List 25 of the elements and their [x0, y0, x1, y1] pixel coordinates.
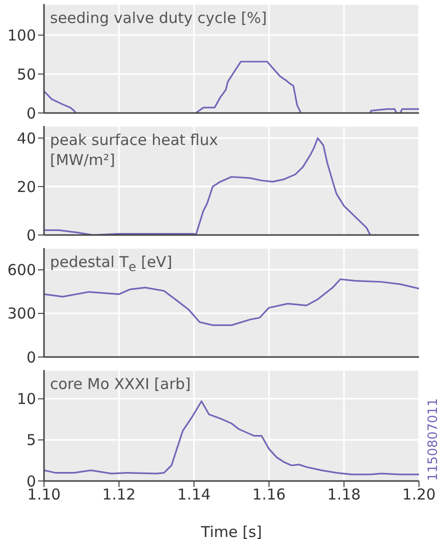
x-tick-label: 1.18	[327, 486, 361, 504]
chart-title: core Mo XXXI [arb]	[50, 374, 191, 394]
y-tick-label: 0	[26, 226, 36, 244]
x-tick-label: 1.10	[27, 486, 61, 504]
x-tick-label: 1.20	[402, 486, 436, 504]
x-tick-label: 1.16	[252, 486, 286, 504]
y-tick-label: 20	[16, 178, 36, 196]
y-tick-label: 300	[7, 304, 36, 323]
y-tick-label: 10	[16, 390, 36, 408]
y-tick-label: 50	[16, 65, 36, 84]
y-tick-label: 40	[16, 129, 36, 148]
text: pedestal T$_{e}$ [eV]	[50, 252, 172, 276]
x-tick-label: 1.12	[102, 486, 136, 504]
text: peak surface heat flux [MW/m²]	[50, 130, 218, 170]
y-tick-label: 600	[7, 261, 36, 280]
y-tick-label: 5	[26, 431, 36, 450]
x-tick-label: 1.14	[177, 486, 211, 504]
y-tick-label: 100	[7, 26, 36, 44]
y-tick-label: 0	[26, 348, 36, 366]
line-series	[44, 278, 419, 326]
line-series	[44, 400, 419, 476]
y-tick-label: 0	[26, 104, 36, 122]
text: 1150807011	[426, 397, 441, 481]
chart-title: seeding valve duty cycle [%]	[50, 8, 267, 28]
x-axis-title: Time [s]	[200, 523, 262, 539]
